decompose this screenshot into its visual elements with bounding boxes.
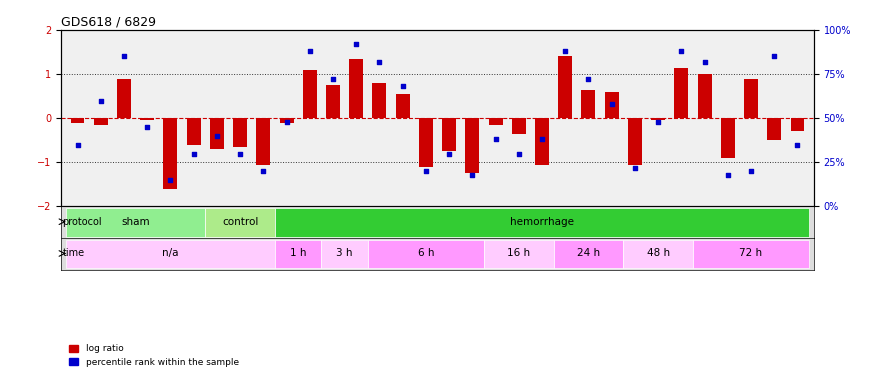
FancyBboxPatch shape [275, 208, 809, 237]
Bar [628, 118, 642, 165]
Bar [186, 118, 200, 145]
FancyBboxPatch shape [206, 208, 275, 237]
FancyBboxPatch shape [275, 240, 321, 268]
Bar [605, 92, 619, 118]
Bar [535, 118, 549, 165]
Text: sham: sham [122, 217, 150, 227]
FancyBboxPatch shape [66, 240, 275, 268]
FancyBboxPatch shape [66, 208, 206, 237]
Text: hemorrhage: hemorrhage [510, 217, 574, 227]
Bar [256, 118, 270, 165]
Bar [210, 118, 224, 149]
Text: 24 h: 24 h [577, 249, 600, 258]
FancyBboxPatch shape [623, 240, 693, 268]
Bar [303, 70, 317, 118]
Bar [466, 118, 480, 173]
Point [790, 142, 804, 148]
Point [512, 150, 526, 156]
FancyBboxPatch shape [554, 240, 623, 268]
Point [419, 168, 433, 174]
Bar [349, 58, 363, 118]
Text: control: control [222, 217, 258, 227]
Bar [164, 118, 178, 189]
Bar [767, 118, 781, 140]
Point [535, 136, 549, 142]
Point [140, 124, 154, 130]
FancyBboxPatch shape [321, 240, 368, 268]
FancyBboxPatch shape [484, 240, 554, 268]
Bar [140, 118, 154, 120]
Point [94, 98, 108, 104]
Bar [582, 90, 595, 118]
Bar [558, 57, 572, 118]
Bar [697, 74, 711, 118]
Bar [326, 85, 340, 118]
Text: 1 h: 1 h [290, 249, 306, 258]
Point [558, 48, 572, 54]
Point [117, 54, 131, 60]
FancyBboxPatch shape [368, 240, 484, 268]
Text: 3 h: 3 h [336, 249, 353, 258]
Point [697, 59, 711, 65]
Point [466, 172, 480, 178]
Point [71, 142, 85, 148]
Bar [94, 118, 108, 125]
Bar [512, 118, 526, 134]
Bar [488, 118, 502, 125]
Point [303, 48, 317, 54]
Bar [651, 118, 665, 120]
Point [279, 119, 293, 125]
Bar [675, 68, 689, 118]
Point [186, 150, 200, 156]
Point [233, 150, 247, 156]
Bar [721, 118, 735, 158]
Point [651, 119, 665, 125]
Point [164, 177, 178, 183]
Text: 6 h: 6 h [417, 249, 434, 258]
Bar [71, 118, 85, 123]
Point [442, 150, 456, 156]
Point [628, 165, 642, 171]
FancyBboxPatch shape [693, 240, 809, 268]
Text: time: time [62, 249, 85, 258]
Bar [442, 118, 456, 152]
Point [396, 84, 410, 90]
Bar [117, 78, 131, 118]
Text: GDS618 / 6829: GDS618 / 6829 [61, 16, 157, 29]
Text: 48 h: 48 h [647, 249, 669, 258]
Bar [744, 78, 758, 118]
Point [488, 136, 502, 142]
Point [256, 168, 270, 174]
Point [373, 59, 387, 65]
Bar [419, 118, 433, 167]
Bar [790, 118, 804, 132]
Point [349, 41, 363, 47]
Bar [373, 83, 387, 118]
Bar [233, 118, 247, 147]
Point [744, 168, 758, 174]
Bar [396, 94, 410, 118]
Text: 72 h: 72 h [739, 249, 763, 258]
Text: n/a: n/a [162, 249, 178, 258]
Legend: log ratio, percentile rank within the sample: log ratio, percentile rank within the sa… [66, 341, 242, 370]
Point [326, 76, 340, 82]
Text: protocol: protocol [62, 217, 102, 227]
Point [767, 54, 781, 60]
Bar [280, 118, 293, 123]
Point [210, 133, 224, 139]
Point [675, 48, 689, 54]
Point [582, 76, 596, 82]
Point [605, 101, 619, 107]
Point [721, 172, 735, 178]
Text: 16 h: 16 h [507, 249, 530, 258]
